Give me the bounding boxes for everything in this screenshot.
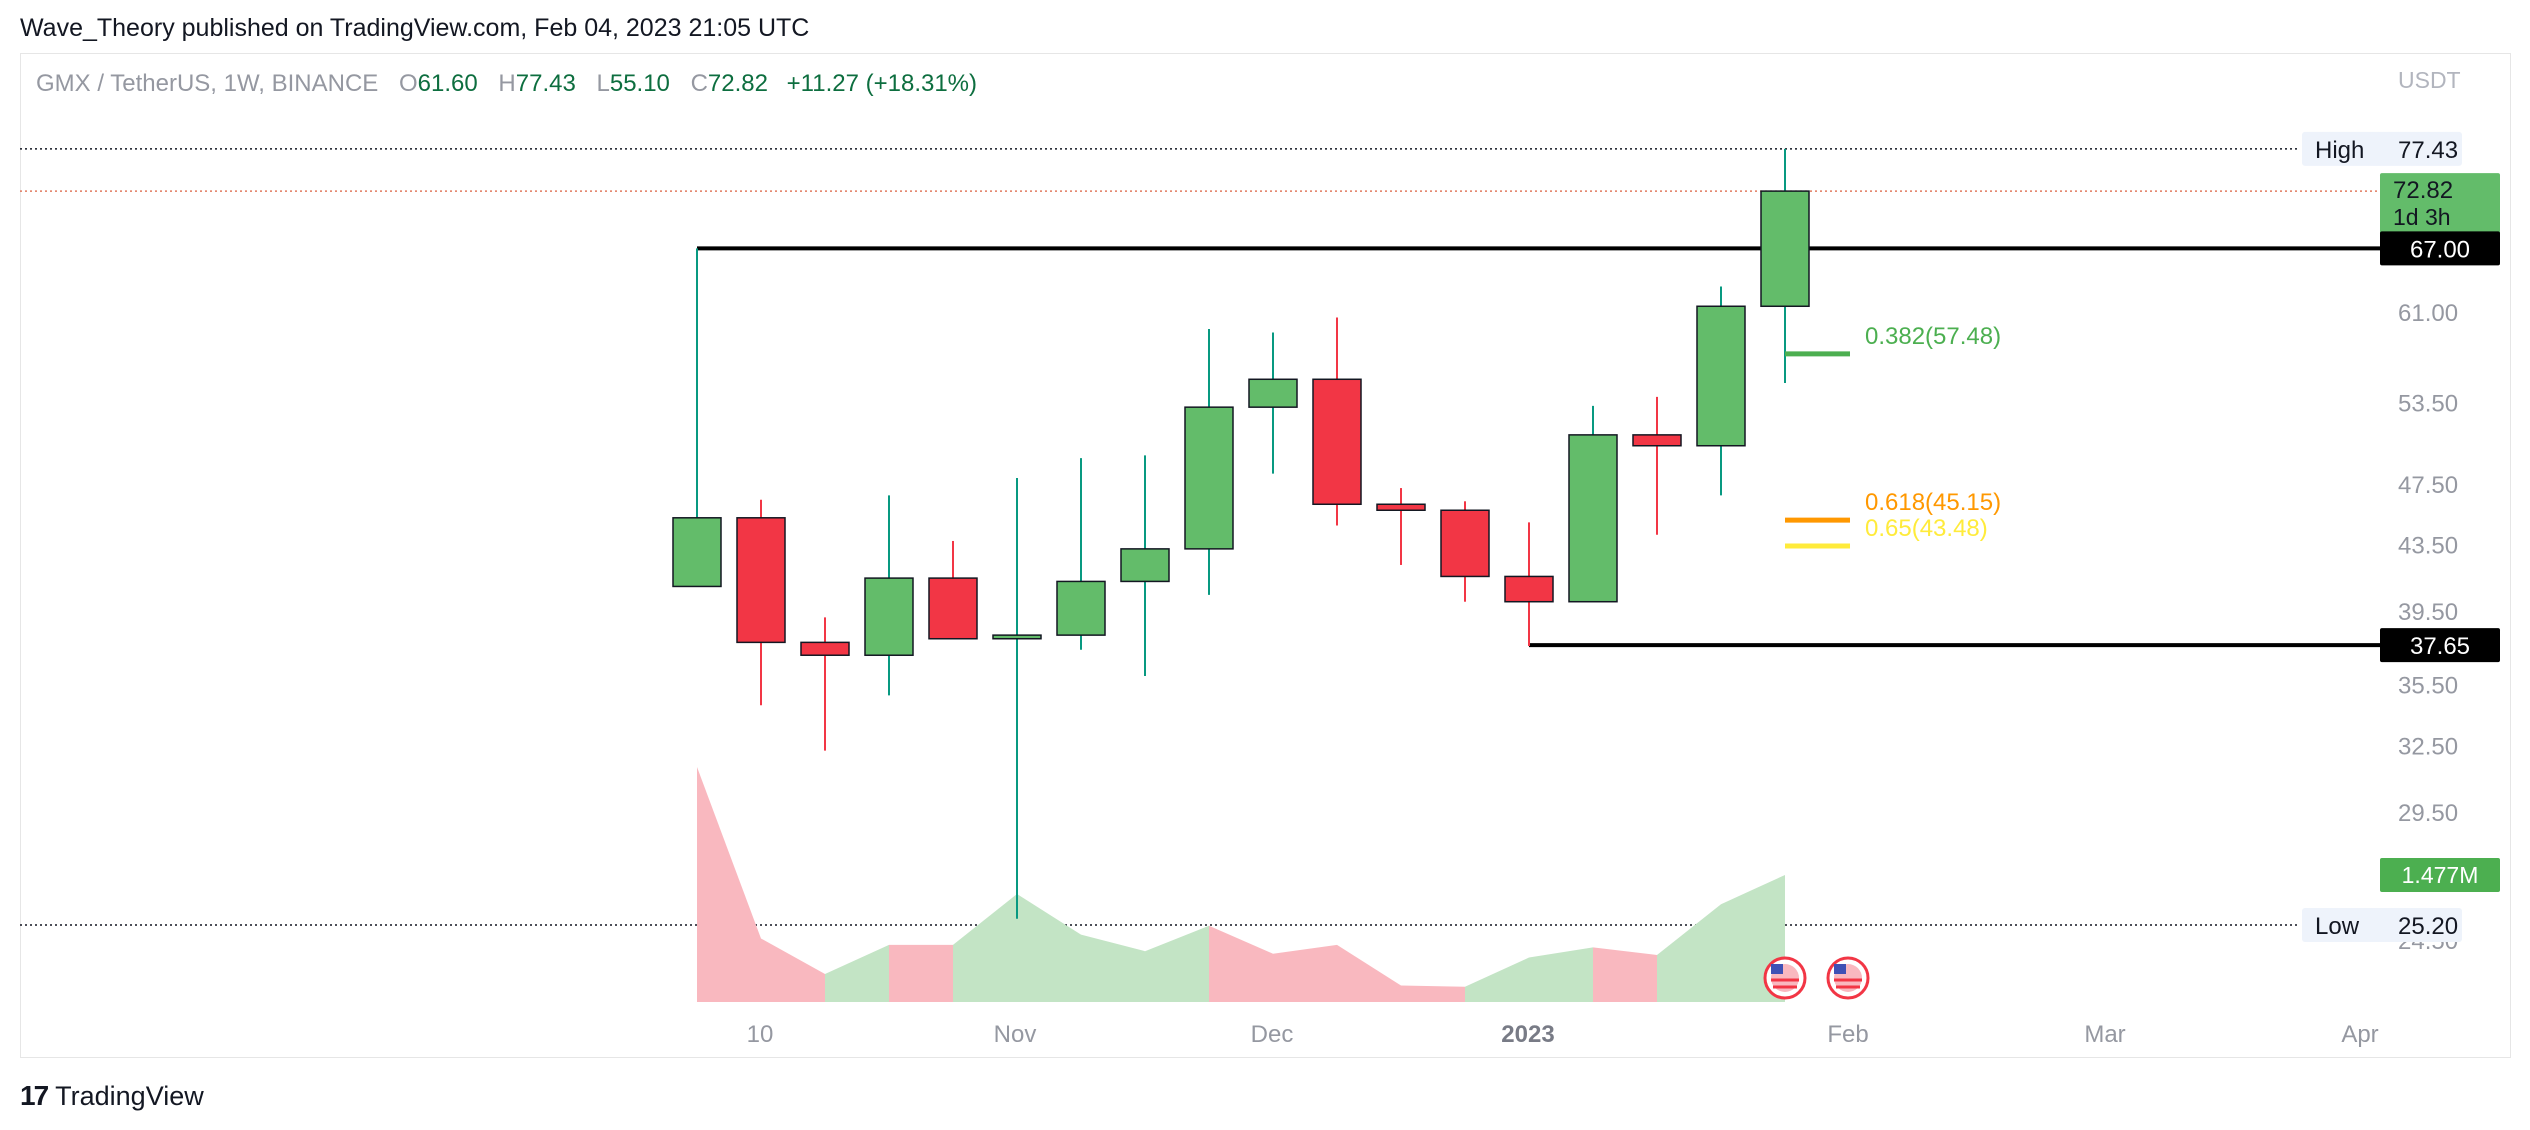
low-marker-bg (2302, 908, 2462, 942)
symbol-legend: GMX / TetherUS, 1W, BINANCE O61.60 H77.4… (36, 70, 977, 98)
tradingview-logo[interactable]: 17 TradingView (20, 1080, 204, 1112)
level-badge-label: 37.65 (2410, 633, 2470, 660)
volume-area (1593, 947, 1657, 1002)
x-tick-label: Dec (1251, 1021, 1294, 1048)
high-label: H (498, 70, 516, 97)
volume-area (1209, 925, 1273, 1002)
y-tick-label: 29.50 (2398, 800, 2458, 827)
fib-level-label: 0.382(57.48) (1865, 323, 2001, 350)
level-badge (2380, 628, 2500, 663)
high-marker-bg (2302, 131, 2462, 166)
x-tick-label: Apr (2341, 1021, 2378, 1048)
candle-body (672, 517, 722, 588)
volume-area (761, 938, 825, 1002)
volume-area (1337, 944, 1401, 1002)
open-label: O (399, 70, 418, 97)
volume-badge-label: 1.477M (2402, 862, 2479, 888)
chart-frame (20, 53, 2511, 1058)
high-value: 77.43 (515, 70, 576, 97)
candle-body (1120, 548, 1170, 583)
volume-area (825, 944, 889, 1002)
volume-area (1273, 944, 1337, 1002)
high-marker-value: 77.43 (2398, 137, 2458, 164)
low-label: L (596, 70, 610, 97)
open-value: 61.60 (417, 70, 478, 97)
candle-body (1696, 305, 1746, 447)
tradingview-brand: TradingView (55, 1080, 204, 1111)
us-flag-event-icon[interactable] (1763, 956, 1807, 1000)
x-tick-label: 2023 (1501, 1021, 1554, 1048)
symbol-name[interactable]: GMX / TetherUS, 1W, BINANCE (36, 70, 379, 97)
y-tick-label: 43.50 (2398, 533, 2458, 560)
fib-level-label: 0.618(45.15) (1865, 489, 2001, 516)
candle-body (1568, 434, 1618, 603)
volume-area (953, 894, 1017, 1002)
candle-body (1056, 580, 1106, 636)
tradingview-logo-mark: 17 (20, 1080, 49, 1111)
volume-area (1529, 947, 1593, 1002)
current-price-value: 72.82 (2393, 177, 2453, 204)
level-badge (2380, 231, 2500, 266)
x-tick-label: Mar (2084, 1021, 2125, 1048)
volume-badge (2380, 858, 2500, 892)
fib-level-label: 0.65(43.48) (1865, 515, 1988, 542)
candle-body (1440, 509, 1490, 578)
candle-body (1312, 378, 1362, 506)
volume-area (1145, 925, 1209, 1002)
volume-area (1657, 904, 1721, 1002)
candle-body (992, 634, 1042, 640)
high-marker-label: High (2315, 137, 2364, 164)
candle-body (800, 641, 850, 656)
volume-area (1017, 894, 1081, 1002)
low-marker-value: 25.20 (2398, 913, 2458, 940)
low-value: 55.10 (609, 70, 670, 97)
candle-body (1184, 406, 1234, 550)
currency-label: USDT (2398, 67, 2461, 93)
candle-body (736, 517, 786, 644)
volume-area (1465, 957, 1529, 1002)
x-tick-label: Feb (1827, 1021, 1868, 1048)
x-tick-label: Nov (994, 1021, 1037, 1048)
y-tick-label: 61.00 (2398, 300, 2458, 327)
volume-area (1401, 985, 1465, 1002)
publisher-text: Wave_Theory published on TradingView.com… (20, 14, 810, 42)
candle-body (1504, 575, 1554, 603)
candle-body (1376, 503, 1426, 511)
current-price-badge (2380, 173, 2500, 236)
candle-body (1760, 190, 1810, 308)
candle-body (1248, 378, 1298, 408)
candle-body (1632, 434, 1682, 447)
bar-countdown: 1d 3h (2393, 204, 2451, 230)
y-tick-label: 39.50 (2398, 599, 2458, 626)
us-flag-event-icon[interactable] (1826, 956, 1870, 1000)
x-tick-label: 10 (747, 1021, 774, 1048)
y-tick-label: 53.50 (2398, 390, 2458, 417)
level-badge-label: 67.00 (2410, 236, 2470, 263)
y-tick-label: 35.50 (2398, 673, 2458, 700)
change-value: +11.27 (+18.31%) (786, 70, 978, 97)
volume-area (697, 767, 761, 1002)
candle-body (928, 577, 978, 640)
volume-area (889, 944, 953, 1002)
candle-body (864, 577, 914, 656)
close-value: 72.82 (707, 70, 768, 97)
y-tick-label: 47.50 (2398, 472, 2458, 499)
close-label: C (690, 70, 708, 97)
low-marker-label: Low (2315, 913, 2360, 940)
volume-area (1081, 934, 1145, 1002)
y-tick-label: 32.50 (2398, 733, 2458, 760)
